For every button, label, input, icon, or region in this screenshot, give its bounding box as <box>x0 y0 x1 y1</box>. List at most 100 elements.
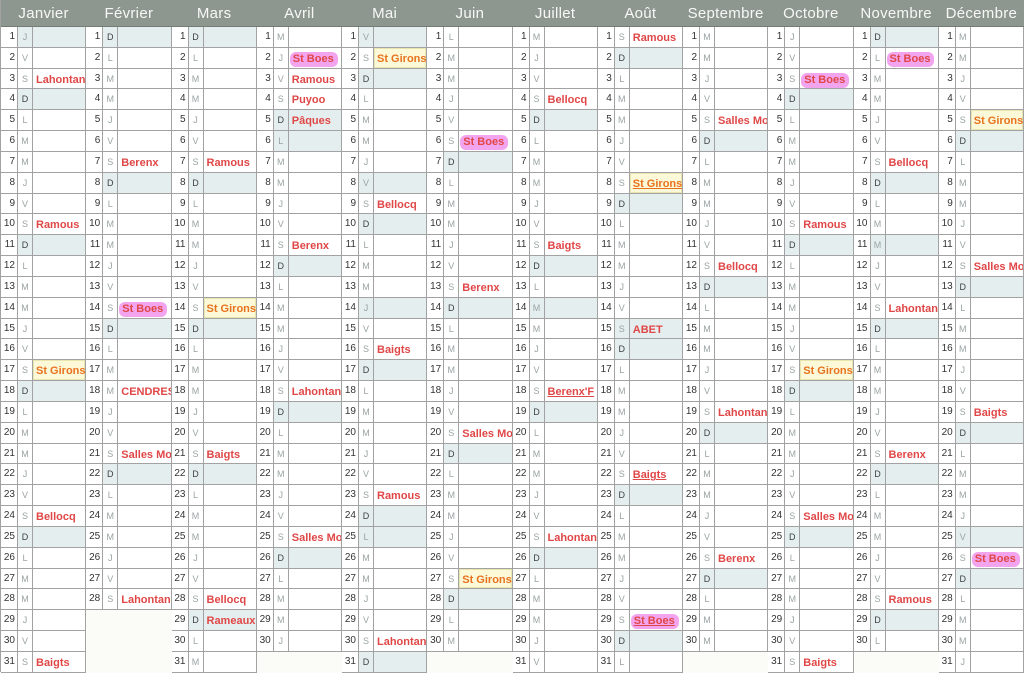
weekday-letter: M <box>529 610 545 632</box>
day-row: 29 J <box>768 610 854 632</box>
day-number: 11 <box>853 235 871 257</box>
event-cell <box>33 151 87 173</box>
weekday-letter: M <box>103 381 119 402</box>
weekday-letter: D <box>785 235 801 257</box>
day-row: 12 S Bellocq <box>683 256 769 277</box>
event-cell <box>885 568 939 590</box>
day-row: 11 M <box>171 235 257 257</box>
day-number: 30 <box>171 631 189 652</box>
event-cell <box>288 401 342 423</box>
event-cell <box>715 318 769 340</box>
day-row: 17 M <box>427 360 513 382</box>
day-number: 24 <box>427 506 445 527</box>
event-cell <box>715 485 769 507</box>
event-label: St Boes <box>801 72 850 88</box>
event-cell <box>629 381 683 402</box>
event-cell <box>970 131 1024 152</box>
day-row: 16 D <box>597 339 683 361</box>
weekday-letter: J <box>188 110 204 132</box>
day-row: 3 S Lahontan <box>1 68 87 90</box>
event-label: Berenx <box>888 448 926 461</box>
weekday-letter: V <box>103 422 119 444</box>
weekday-letter: L <box>870 47 886 69</box>
weekday-letter: D <box>359 214 374 236</box>
weekday-letter: L <box>444 27 460 48</box>
weekday-letter: L <box>18 547 33 569</box>
weekday-letter: M <box>700 172 715 194</box>
event-cell <box>459 214 513 236</box>
weekday-letter: S <box>785 506 801 527</box>
day-row: 26 M <box>597 547 683 569</box>
event-cell <box>118 422 172 444</box>
event-label: Bellocq <box>718 261 758 274</box>
day-number: 3 <box>853 68 871 90</box>
event-cell <box>544 443 598 465</box>
event-cell <box>374 214 428 236</box>
day-number: 17 <box>683 360 700 382</box>
day-number: 15 <box>256 318 274 340</box>
month-column-12: 1 M 2 M 3 J 4 V 5 S St Girons 6 D 7 L 8 M 9 M 10 J 11 V 12 S Sall… <box>938 27 1024 673</box>
day-row: 22 J <box>1 464 87 486</box>
weekday-letter: S <box>614 610 630 632</box>
day-row: 31 S Baigts <box>768 651 854 673</box>
day-number: 15 <box>683 318 700 340</box>
event-cell <box>118 214 172 236</box>
day-row: 12 M <box>342 256 428 277</box>
day-row: 21 M <box>1 443 87 465</box>
day-number: 29 <box>938 610 956 632</box>
event-cell: Salles Mon <box>715 110 769 132</box>
weekday-letter: V <box>870 131 886 152</box>
day-number: 25 <box>171 526 189 548</box>
event-cell <box>33 89 87 111</box>
weekday-letter: J <box>444 381 460 402</box>
day-number: 11 <box>86 235 104 257</box>
weekday-letter: S <box>444 276 460 298</box>
event-cell: St Boes <box>970 547 1024 569</box>
day-row: 3 S St Boes <box>768 68 854 90</box>
event-label: Baigts <box>632 469 667 482</box>
event-cell <box>118 568 172 590</box>
day-row: 30 M <box>683 631 769 652</box>
day-number: 5 <box>853 110 871 132</box>
day-number: 19 <box>86 401 104 423</box>
event-cell <box>800 422 854 444</box>
event-cell <box>33 485 87 507</box>
day-number: 17 <box>171 360 189 382</box>
day-row: 27 M <box>1 568 87 590</box>
day-row: 22 M <box>512 464 598 486</box>
day-row: 15 M <box>938 318 1024 340</box>
event-label: Salles Mon <box>291 531 342 544</box>
weekday-letter: M <box>529 172 545 194</box>
event-cell <box>374 318 428 340</box>
weekday-letter: S <box>444 568 460 590</box>
day-number: 27 <box>171 568 189 590</box>
event-cell <box>374 89 428 111</box>
day-number: 1 <box>171 27 189 48</box>
event-cell <box>800 27 854 48</box>
event-cell <box>544 589 598 611</box>
event-label: Berenx'F <box>547 386 595 399</box>
event-cell <box>118 506 172 527</box>
weekday-letter: D <box>614 193 630 215</box>
event-label: Salles Mon <box>462 427 513 440</box>
event-cell <box>970 89 1024 111</box>
day-number: 17 <box>427 360 445 382</box>
day-number: 26 <box>427 547 445 569</box>
day-number: 18 <box>427 381 445 402</box>
event-cell <box>203 631 257 652</box>
weekday-letter: M <box>529 464 545 486</box>
weekday-letter: V <box>273 506 289 527</box>
weekday-letter: M <box>359 131 374 152</box>
day-number: 13 <box>597 276 615 298</box>
day-number: 12 <box>256 256 274 277</box>
event-cell <box>118 401 172 423</box>
